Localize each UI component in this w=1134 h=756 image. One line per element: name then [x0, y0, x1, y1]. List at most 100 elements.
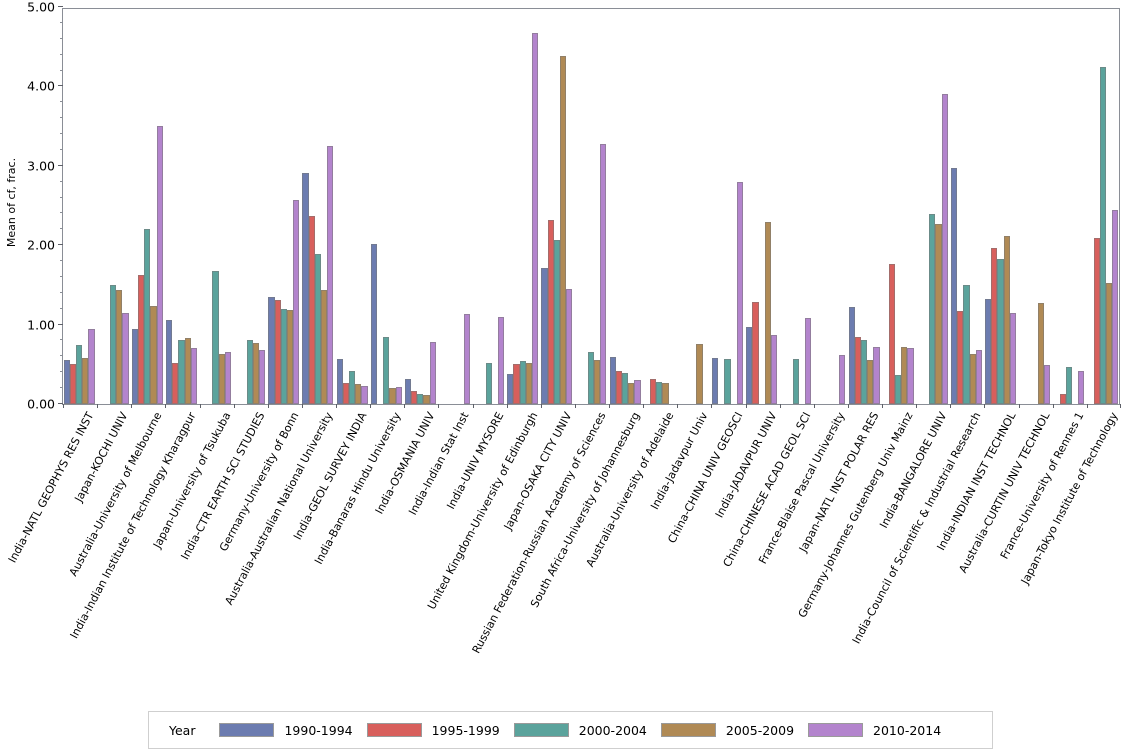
bar [566, 288, 573, 404]
bar [156, 126, 163, 404]
bar [321, 289, 328, 404]
legend-swatch [660, 723, 716, 737]
y-tick-minor [60, 275, 63, 277]
bar [649, 379, 657, 404]
bar [252, 342, 259, 404]
bar [963, 284, 970, 404]
bar [355, 384, 362, 404]
bar [144, 229, 151, 404]
legend-entry[interactable]: 2000-2004 [513, 723, 647, 738]
x-tick [814, 404, 815, 408]
y-tick-minor [60, 307, 63, 309]
bar [463, 314, 470, 404]
bar [302, 172, 309, 404]
bar [507, 373, 514, 404]
legend-swatch [219, 723, 275, 737]
bar [286, 309, 294, 404]
bar [901, 346, 908, 404]
bar [805, 318, 812, 404]
bar [997, 258, 1004, 404]
legend-title: Year [169, 722, 196, 738]
bar [274, 300, 281, 404]
legend-entry[interactable]: 2010-2014 [808, 723, 941, 738]
bar [348, 370, 356, 404]
y-tick-minor [60, 339, 63, 341]
x-tick [848, 404, 849, 408]
bar [336, 358, 343, 404]
x-tick [165, 404, 166, 408]
x-tick-label-text: India-Council of Scientific & Industrial… [850, 410, 984, 646]
y-tick-minor [60, 117, 63, 119]
bar [1009, 313, 1017, 404]
bar [361, 385, 368, 404]
bar [1059, 393, 1066, 404]
bar [609, 357, 616, 404]
x-tick [336, 404, 337, 408]
x-tick [200, 404, 201, 408]
bar [411, 391, 418, 404]
bar [764, 222, 771, 404]
bar [122, 312, 129, 404]
x-tick [541, 404, 542, 408]
bar [1043, 365, 1051, 404]
bar [404, 379, 412, 404]
y-tick-label: 3.00 [27, 158, 55, 174]
bar [541, 268, 548, 404]
bar [860, 339, 868, 404]
bar [178, 340, 185, 404]
y-tick-label: 1.00 [27, 317, 55, 333]
bar [88, 328, 95, 404]
y-tick-label: 4.00 [27, 78, 55, 94]
legend-entry[interactable]: 1990-1994 [219, 722, 353, 738]
x-tick [97, 404, 98, 408]
y-tick-minor [60, 371, 63, 373]
bar [736, 181, 743, 404]
bar [594, 359, 601, 404]
x-tick [507, 404, 508, 408]
bar [600, 143, 607, 404]
bar [1065, 367, 1072, 404]
bar [259, 350, 266, 404]
x-tick [711, 404, 712, 408]
legend-entry[interactable]: 1995-1999 [366, 723, 500, 738]
bar [950, 168, 958, 404]
legend-entry[interactable]: 2005-2009 [660, 723, 794, 738]
x-tick [746, 404, 747, 408]
x-tick [1019, 404, 1020, 408]
bar [770, 334, 778, 404]
bar [867, 359, 874, 404]
x-tick [438, 404, 439, 408]
x-tick [63, 404, 64, 408]
bar [746, 326, 753, 404]
bar [547, 219, 554, 404]
bar [190, 347, 197, 404]
bar [63, 360, 70, 404]
x-tick [609, 404, 610, 408]
x-tick [131, 404, 132, 408]
legend-entries: 1990-1994 1995-1999 2000-2004 2005-2009 2010… [205, 723, 941, 738]
y-tick-major [58, 85, 63, 87]
x-axis-labels: India-NATL GEOPHYS RES INST Japan-KOCHI U… [6, 406, 1121, 696]
bar [854, 336, 861, 404]
bar [513, 364, 520, 404]
bar [532, 33, 539, 404]
bar [662, 383, 669, 404]
bar [634, 380, 641, 404]
bar [559, 56, 567, 404]
bar [395, 387, 402, 404]
x-tick [268, 404, 269, 408]
bar [656, 381, 663, 404]
bar [268, 296, 275, 404]
x-tick [643, 404, 644, 408]
y-tick-minor [60, 37, 63, 39]
bar [935, 223, 942, 404]
x-tick-label-text: India-JADAVPUR UNIV [712, 410, 780, 520]
x-tick [370, 404, 371, 408]
bar [975, 350, 982, 404]
bar [724, 358, 731, 404]
bar [848, 307, 855, 404]
y-tick-minor [60, 148, 63, 150]
legend-label: 1990-1994 [284, 722, 353, 738]
y-tick-minor [60, 21, 63, 23]
